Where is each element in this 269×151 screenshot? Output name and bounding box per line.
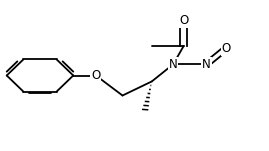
Text: N: N — [169, 58, 178, 71]
Text: O: O — [179, 14, 188, 27]
Text: O: O — [91, 69, 101, 82]
Text: N: N — [202, 58, 211, 71]
Text: O: O — [222, 42, 231, 55]
